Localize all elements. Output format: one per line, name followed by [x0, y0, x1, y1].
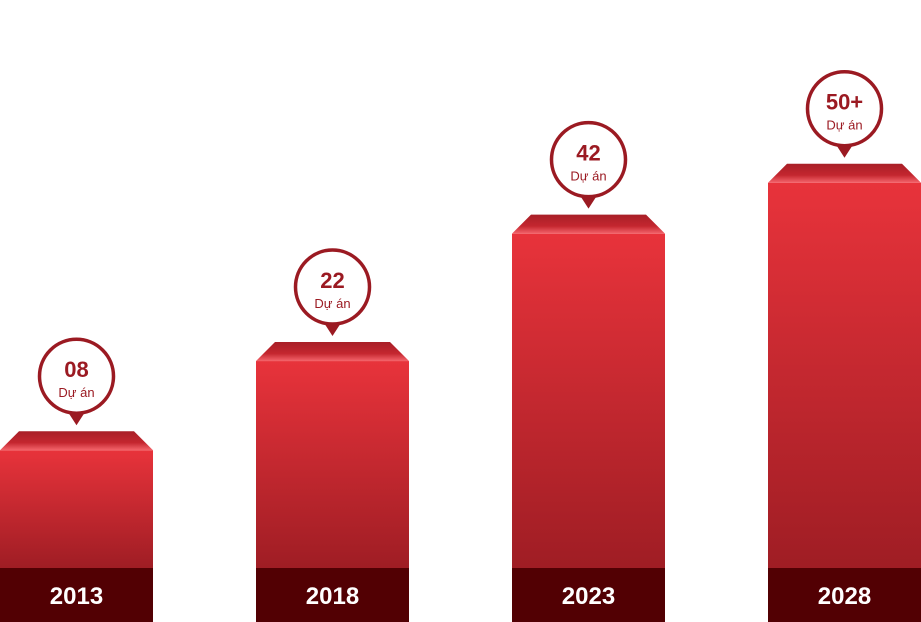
bar-group-2018: 2018 22 Dự án — [256, 248, 409, 622]
unit-label-2023: Dự án — [570, 169, 606, 184]
value-marker-2013 — [37, 337, 116, 415]
bar-cap-2028 — [768, 163, 921, 183]
bar-2018 — [256, 361, 409, 568]
year-base-2013 — [0, 568, 153, 622]
tick-label-2018: 2018 — [306, 583, 359, 610]
value-marker-2028 — [805, 69, 884, 148]
bar-2013 — [0, 450, 153, 568]
value-marker-2023 — [549, 120, 628, 199]
data-label-2028: 50+ — [826, 90, 863, 115]
value-marker-2018 — [293, 248, 372, 326]
data-label-2023: 42 — [576, 141, 600, 166]
bars-layer: 2013 08 Dự án 2018 22 Dự án 2023 42 Dự án 2028 50+… — [0, 69, 921, 622]
unit-label-2013: Dự án — [58, 385, 94, 400]
tick-label-2023: 2023 — [562, 583, 615, 610]
bar-2023 — [512, 233, 665, 568]
data-label-2018: 22 — [320, 268, 344, 293]
bar-cap-2018 — [256, 342, 409, 362]
bar-cap-2013 — [0, 431, 153, 451]
bar-group-2023: 2023 42 Dự án — [512, 120, 665, 622]
unit-label-2018: Dự án — [314, 296, 350, 311]
bar-group-2028: 2028 50+ Dự án — [768, 69, 921, 622]
data-label-2013: 08 — [64, 357, 88, 382]
tick-label-2028: 2028 — [818, 583, 871, 610]
year-base-2023 — [512, 568, 665, 622]
unit-label-2028: Dự án — [826, 118, 862, 133]
bar-cap-2023 — [512, 214, 665, 234]
year-base-2018 — [256, 568, 409, 622]
year-base-2028 — [768, 568, 921, 622]
tick-label-2013: 2013 — [50, 583, 103, 610]
bar-2028 — [768, 182, 921, 568]
bar-group-2013: 2013 08 Dự án — [0, 337, 153, 622]
